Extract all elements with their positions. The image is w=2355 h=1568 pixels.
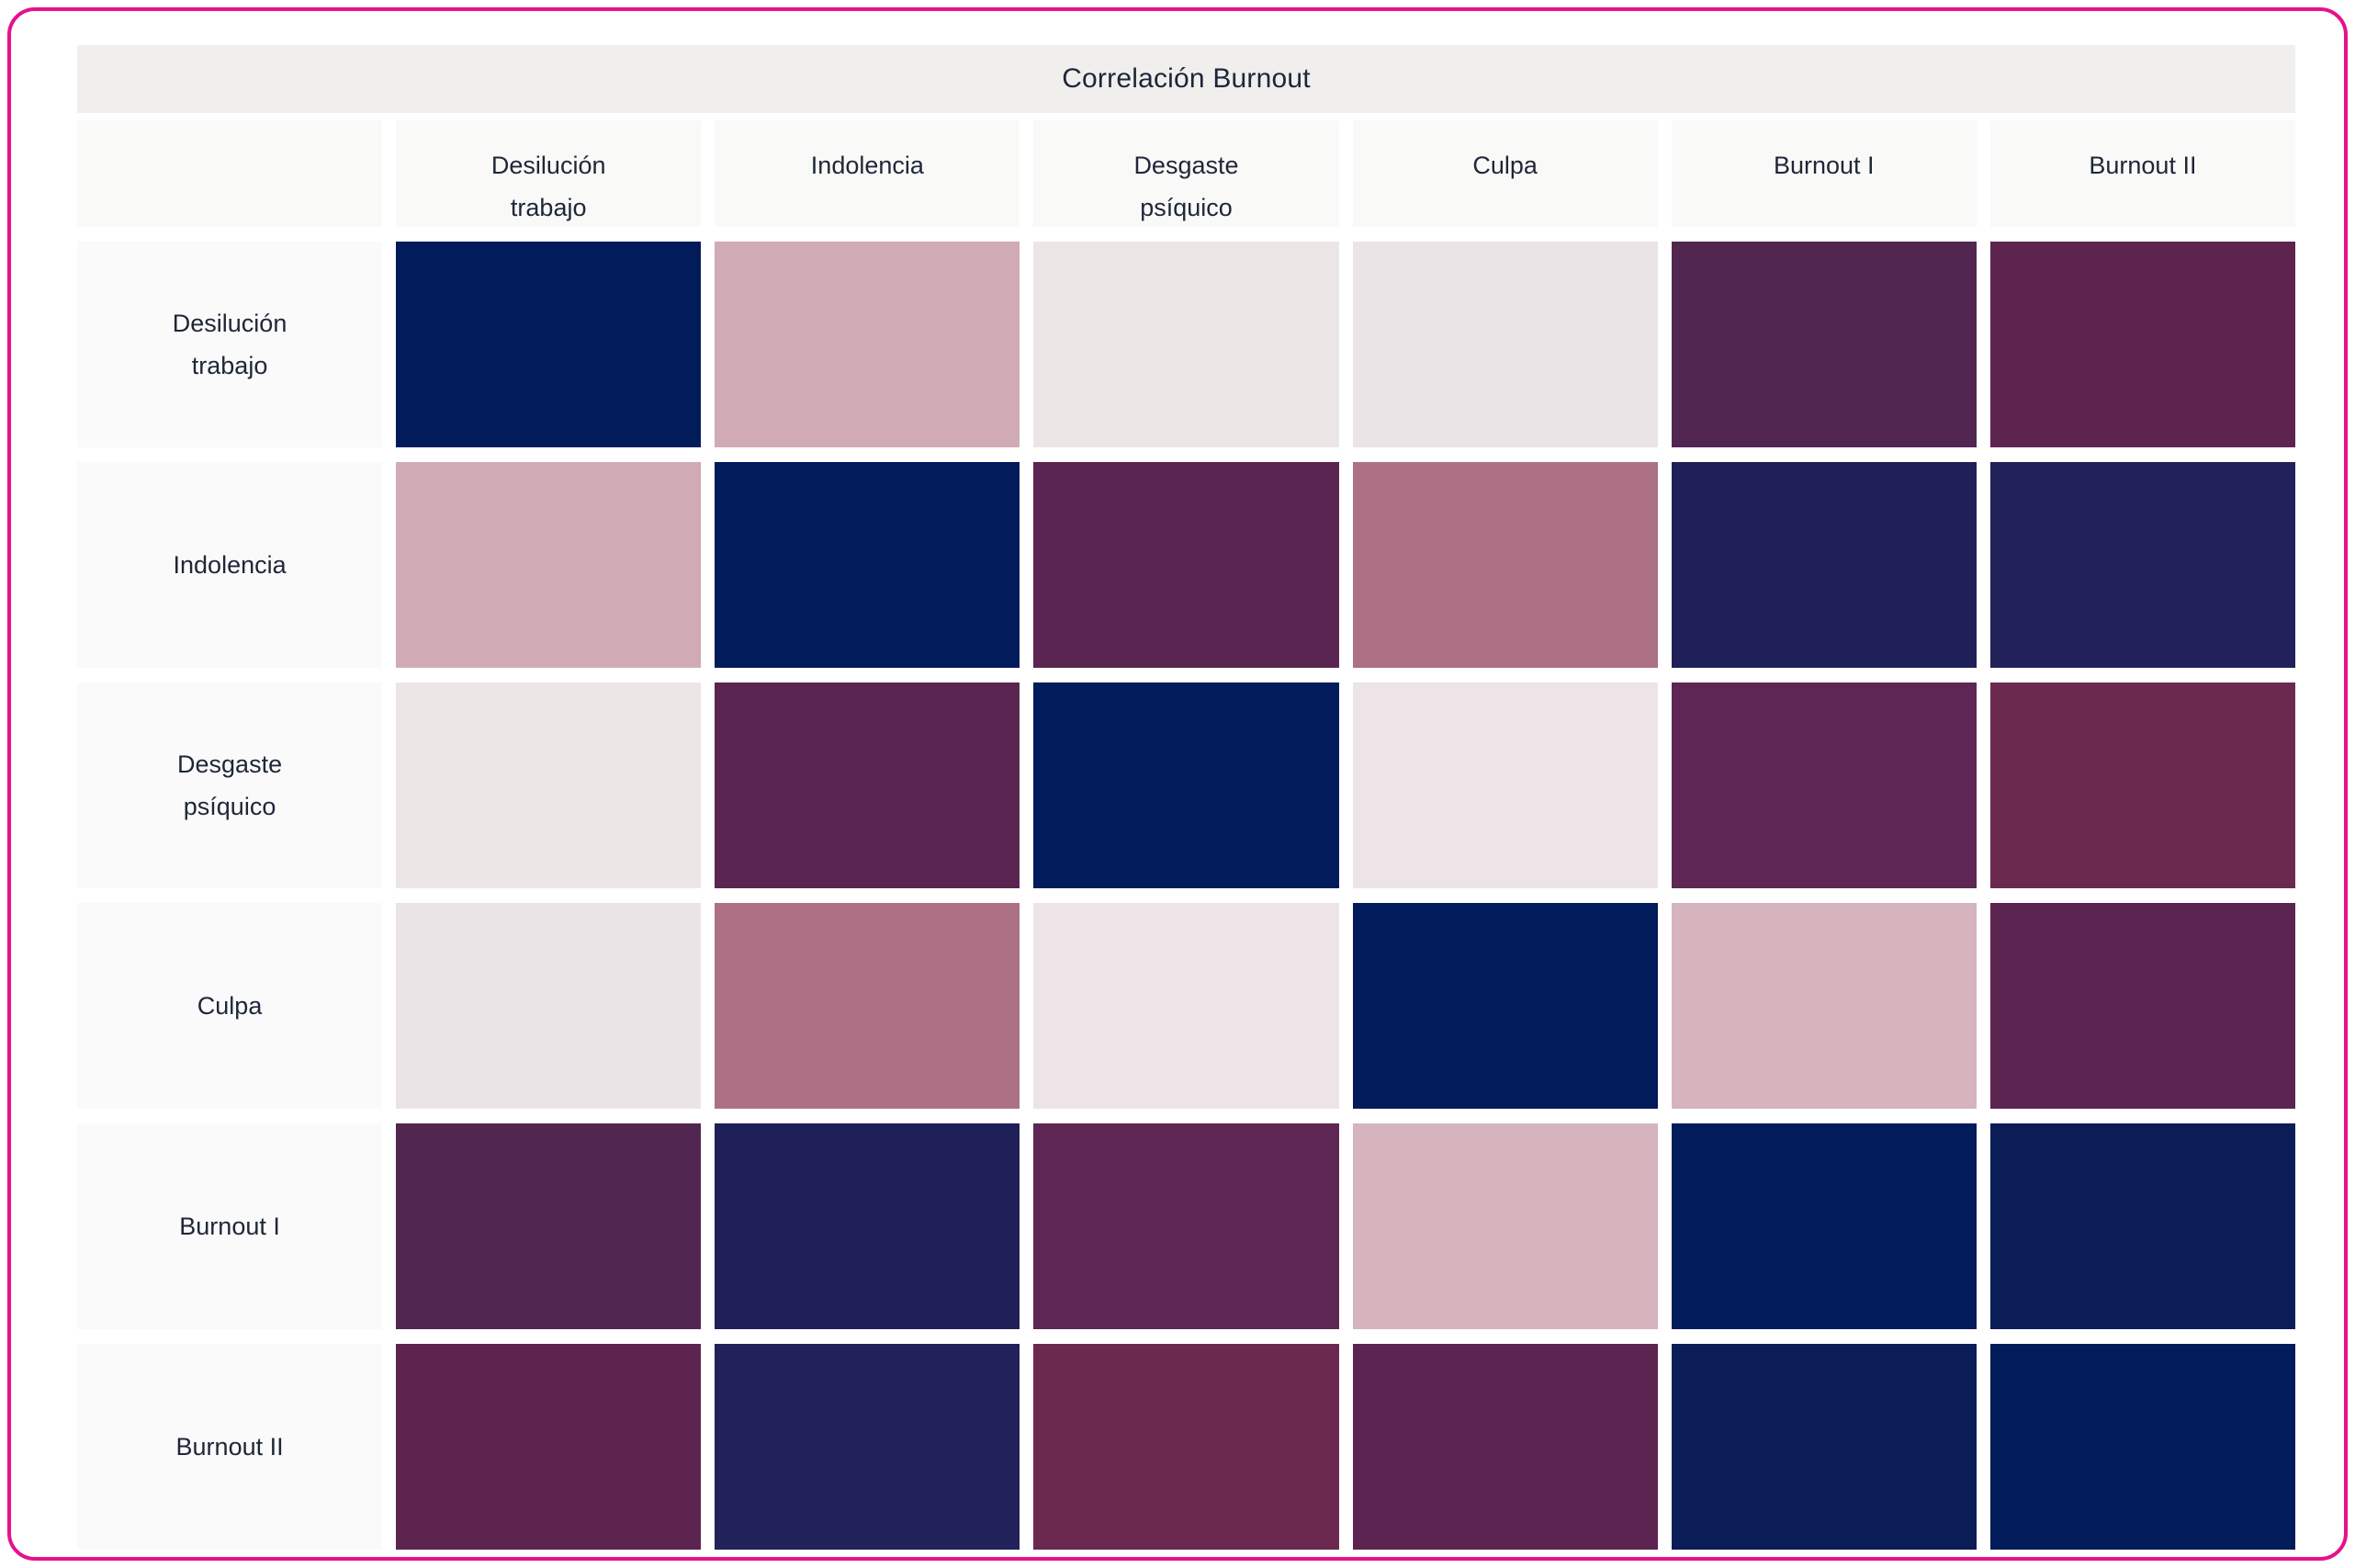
column-header-2: Indolencia — [715, 120, 1020, 227]
column-header-5: Burnout I — [1671, 120, 1977, 227]
heatmap-cell-r1c5 — [1671, 242, 1977, 447]
app-frame: Correlación Burnout Desilución trabajo In… — [7, 7, 2348, 1561]
heatmap-cell-r5c2 — [715, 1123, 1020, 1329]
heatmap-cell-r3c4 — [1352, 682, 1658, 888]
heatmap-cell-r5c4 — [1352, 1123, 1658, 1329]
heatmap-cell-r2c2 — [715, 462, 1020, 668]
row-header-3-label: Desgaste psíquico — [177, 750, 283, 820]
row-header-2: Indolencia — [77, 462, 383, 668]
heatmap-cell-r5c3 — [1033, 1123, 1339, 1329]
row-header-3: Desgaste psíquico — [77, 682, 383, 888]
heatmap-cell-r4c2 — [715, 903, 1020, 1109]
heatmap-cell-r4c4 — [1352, 903, 1658, 1109]
heatmap-cell-r6c2 — [715, 1344, 1020, 1550]
heatmap-cell-r5c6 — [1989, 1123, 2295, 1329]
row-header-5: Burnout I — [77, 1123, 383, 1329]
row-header-1: Desilución trabajo — [77, 242, 383, 447]
row-header-4: Culpa — [77, 903, 383, 1109]
corner-header-cell — [77, 120, 383, 227]
heatmap-cell-r4c6 — [1989, 903, 2295, 1109]
column-header-6-label: Burnout II — [2089, 152, 2197, 179]
row-header-6-label: Burnout II — [175, 1433, 284, 1461]
chart-title-bar: Correlación Burnout — [77, 45, 2295, 113]
heatmap-cell-r6c6 — [1989, 1344, 2295, 1550]
heatmap-cell-r3c2 — [715, 682, 1020, 888]
heatmap-cell-r6c5 — [1671, 1344, 1977, 1550]
heatmap-cell-r2c5 — [1671, 462, 1977, 668]
heatmap-cell-r2c4 — [1352, 462, 1658, 668]
heatmap-cell-r4c1 — [396, 903, 702, 1109]
heatmap-cell-r6c4 — [1352, 1344, 1658, 1550]
heatmap-cell-r5c5 — [1671, 1123, 1977, 1329]
column-header-2-label: Indolencia — [810, 152, 924, 179]
heatmap-cell-r3c6 — [1989, 682, 2295, 888]
row-header-6: Burnout II — [77, 1344, 383, 1550]
column-header-1: Desilución trabajo — [396, 120, 702, 227]
column-header-6: Burnout II — [1989, 120, 2295, 227]
heatmap-cell-r3c1 — [396, 682, 702, 888]
column-header-4-label: Culpa — [1472, 152, 1538, 179]
row-header-1-label: Desilución trabajo — [172, 310, 287, 379]
heatmap-cell-r1c4 — [1352, 242, 1658, 447]
heatmap-cell-r6c3 — [1033, 1344, 1339, 1550]
heatmap-cell-r1c2 — [715, 242, 1020, 447]
heatmap-cell-r3c5 — [1671, 682, 1977, 888]
column-header-3: Desgaste psíquico — [1033, 120, 1339, 227]
column-header-3-label: Desgaste psíquico — [1133, 152, 1239, 221]
heatmap-cell-r4c5 — [1671, 903, 1977, 1109]
heatmap-cell-r2c6 — [1989, 462, 2295, 668]
heatmap-cell-r5c1 — [396, 1123, 702, 1329]
column-header-5-label: Burnout I — [1773, 152, 1875, 179]
row-header-2-label: Indolencia — [173, 551, 287, 579]
heatmap-cell-r4c3 — [1033, 903, 1339, 1109]
heatmap-grid: Desilución trabajo Indolencia Desgaste psí… — [77, 120, 2295, 1550]
heatmap-cell-r6c1 — [396, 1344, 702, 1550]
heatmap-cell-r1c3 — [1033, 242, 1339, 447]
row-header-4-label: Culpa — [197, 992, 263, 1020]
column-header-1-label: Desilución trabajo — [490, 152, 606, 221]
chart-title: Correlación Burnout — [1062, 63, 1311, 94]
heatmap-cell-r1c1 — [396, 242, 702, 447]
correlation-table: Correlación Burnout Desilución trabajo In… — [77, 45, 2295, 1550]
column-header-4: Culpa — [1352, 120, 1658, 227]
heatmap-cell-r3c3 — [1033, 682, 1339, 888]
heatmap-cell-r1c6 — [1989, 242, 2295, 447]
row-header-5-label: Burnout I — [179, 1213, 280, 1240]
heatmap-cell-r2c1 — [396, 462, 702, 668]
heatmap-cell-r2c3 — [1033, 462, 1339, 668]
